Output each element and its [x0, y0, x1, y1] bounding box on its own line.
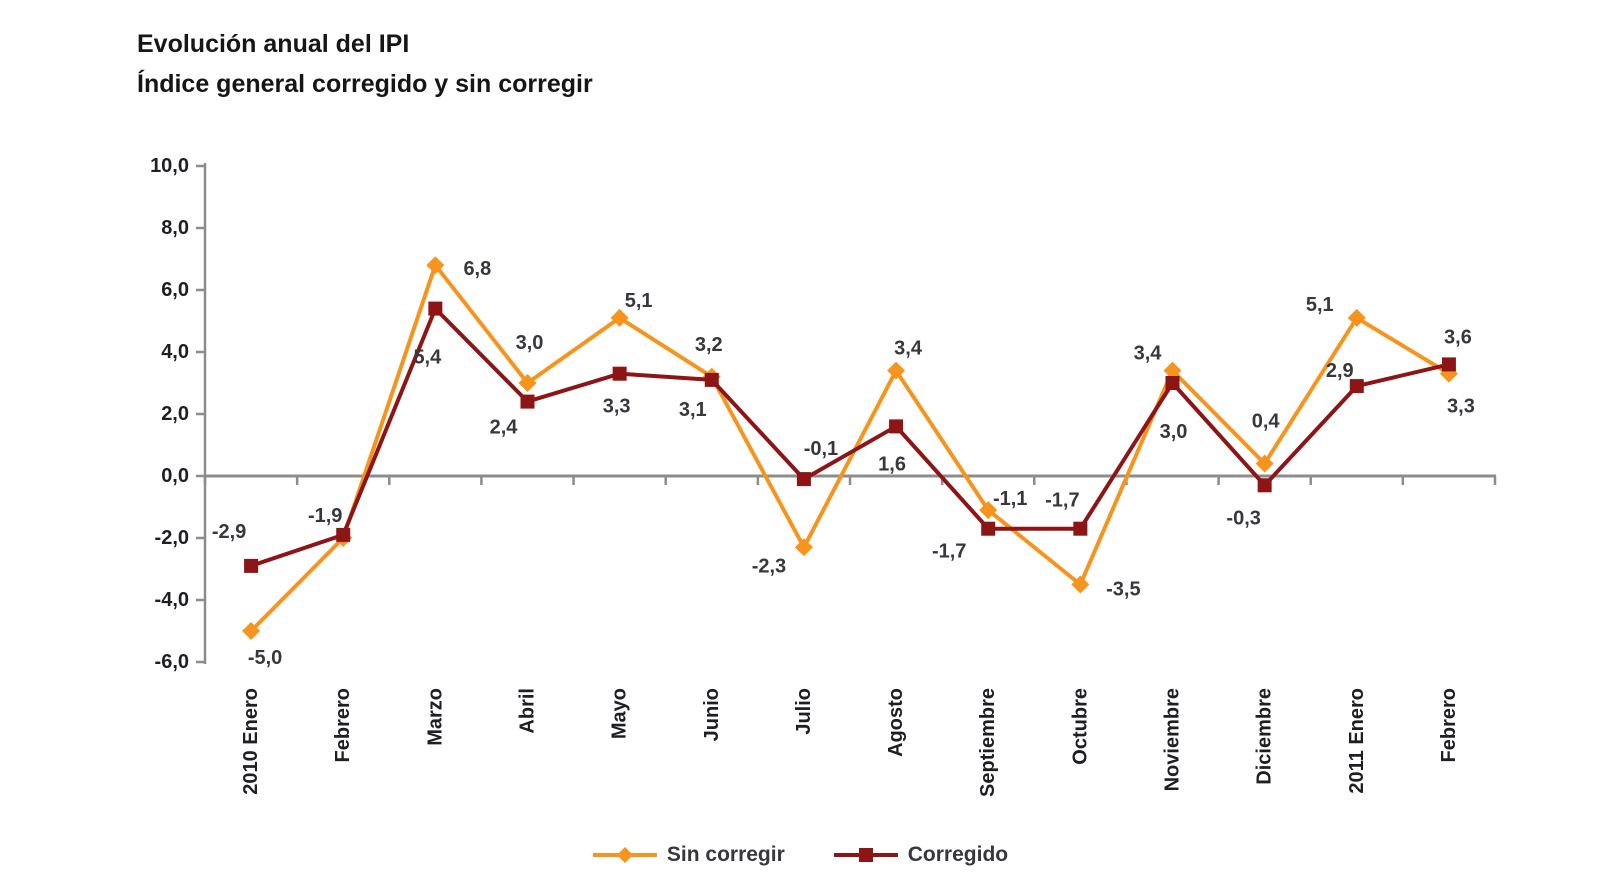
data-point-square	[1165, 376, 1180, 390]
series-line-sin-corregir	[249, 263, 1451, 633]
data-point-diamond	[1163, 361, 1182, 380]
data-point-diamond	[1255, 454, 1274, 473]
x-axis-category-label: Agosto	[885, 688, 907, 757]
x-axis-category-label: 2011 Enero	[1346, 688, 1368, 794]
data-label: -0,1	[804, 438, 838, 460]
data-label: -5,0	[248, 647, 282, 669]
data-label: -3,5	[1106, 579, 1140, 601]
data-label: 1,6	[878, 453, 906, 475]
x-axis-category-label: Julio	[793, 688, 815, 735]
chart-legend: Sin corregir Corregido	[0, 843, 1600, 867]
data-label: 3,3	[603, 396, 631, 418]
data-point-square	[1073, 521, 1088, 536]
data-label: 5,1	[1306, 294, 1334, 316]
data-point-diamond	[1071, 575, 1090, 594]
data-point-square	[520, 394, 535, 409]
data-label: 2,4	[490, 417, 519, 439]
data-label: 3,3	[1447, 396, 1475, 418]
x-axis-category-label: Febrero	[1438, 688, 1460, 762]
x-axis-category-label: Febrero	[332, 688, 354, 762]
y-axis-tick-label: 0,0	[161, 465, 189, 487]
legend-label-sin-corregir: Sin corregir	[666, 843, 785, 866]
chart-title-line2: Índice general corregido y sin corregir	[137, 70, 593, 98]
data-label: 3,1	[679, 399, 707, 421]
data-point-diamond	[979, 501, 998, 520]
x-axis-category-label: Septiembre	[977, 688, 999, 797]
data-point-square	[704, 372, 719, 387]
x-axis-category-label: Diciembre	[1254, 688, 1276, 785]
data-point-square	[889, 419, 904, 434]
corregido-line-square-icon	[833, 848, 898, 862]
data-point-diamond	[610, 308, 629, 327]
data-label: 3,4	[1134, 343, 1163, 365]
y-axis-tick-label: 10,0	[150, 155, 189, 177]
data-label: 3,2	[695, 334, 723, 356]
y-axis-tick-label: -4,0	[155, 589, 189, 611]
data-label: -2,9	[212, 521, 246, 543]
data-label: -0,3	[1226, 507, 1260, 529]
data-point-square	[1349, 379, 1364, 394]
data-point-square	[612, 366, 627, 381]
legend-label-corregido: Corregido	[907, 843, 1009, 866]
data-label: -1,7	[1045, 490, 1079, 512]
data-point-diamond	[1347, 308, 1366, 327]
y-axis-tick-label: 4,0	[161, 341, 189, 363]
legend-item-corregido: Corregido	[833, 843, 1008, 867]
legend-item-sin-corregir: Sin corregir	[592, 843, 785, 867]
x-axis-category-label: Abril	[517, 688, 539, 734]
data-label: 3,4	[894, 338, 923, 360]
y-axis-tick-label: -2,0	[155, 527, 189, 549]
data-point-diamond	[242, 622, 261, 640]
sin-corregir-line-diamond-icon	[592, 847, 657, 863]
chart-canvas: 10,0 8,0 6,0 4,0 2,0 0,0 -2,0 -4,0 -6,0 2010 Ener…	[150, 155, 1497, 797]
x-axis-category-label: Mayo	[609, 688, 631, 739]
data-point-square	[244, 558, 259, 573]
data-point-square	[336, 527, 351, 542]
y-axis-tick-label: 2,0	[161, 403, 189, 425]
data-label: 5,1	[625, 290, 653, 312]
data-label: 0,4	[1252, 411, 1281, 433]
data-point-diamond	[426, 256, 445, 275]
data-point-diamond	[794, 538, 813, 557]
data-label: -1,1	[993, 488, 1027, 510]
x-axis-category-label: 2010 Enero	[240, 688, 262, 795]
data-point-square	[796, 472, 811, 487]
x-axis-category-label: Noviembre	[1162, 688, 1184, 791]
data-label: -1,9	[308, 505, 342, 527]
data-point-diamond	[518, 374, 537, 392]
x-axis-category-label: Junio	[701, 688, 723, 741]
data-label: 3,6	[1444, 326, 1472, 348]
data-point-diamond	[887, 361, 906, 380]
data-label: 2,9	[1326, 360, 1354, 382]
series-line-corregido	[249, 306, 1451, 568]
data-point-square	[428, 301, 443, 316]
data-label: 5,4	[413, 347, 442, 369]
y-axis-tick-label: -6,0	[155, 651, 189, 673]
chart-title-line1: Evolución anual del IPI	[137, 30, 410, 58]
y-axis-tick-label: 8,0	[161, 217, 189, 239]
data-point-square	[1441, 357, 1456, 372]
data-label: 6,8	[463, 258, 491, 280]
data-label: 3,0	[1160, 421, 1188, 443]
data-point-square	[1257, 478, 1272, 493]
x-axis-category-label: Octubre	[1069, 688, 1091, 765]
data-label: -1,7	[932, 541, 966, 563]
x-axis-category-label: Marzo	[424, 688, 446, 746]
y-axis-tick-label: 6,0	[161, 279, 189, 301]
data-point-square	[981, 521, 996, 536]
data-label: -2,3	[752, 555, 786, 577]
chart-title: Evolución anual del IPI Índice general c…	[137, 24, 593, 104]
data-label: 3,0	[516, 332, 544, 354]
